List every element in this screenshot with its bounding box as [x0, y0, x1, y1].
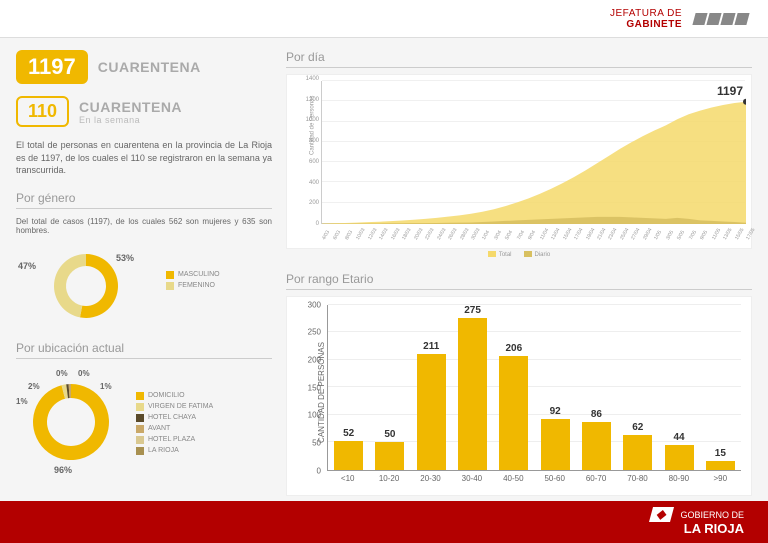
header: JEFATURA DEGABINETE [0, 0, 768, 38]
age-title: Por rango Etario [286, 272, 752, 290]
location-title: Por ubicación actual [16, 341, 272, 359]
header-title: JEFATURA DEGABINETE [610, 8, 682, 30]
right-column: Por día Cantidad de Personas020040060080… [286, 50, 752, 489]
gender-title: Por género [16, 191, 272, 209]
total-badge: 1197 [16, 50, 88, 84]
gender-text: Del total de casos (1197), de los cuales… [16, 217, 272, 235]
footer-text: ◆ GOBIERNO DELA RIOJA [651, 507, 744, 536]
total-label: CUARENTENA [98, 59, 201, 75]
summary-text: El total de personas en cuarentena en la… [16, 139, 272, 177]
week-badge: 110 [16, 96, 69, 127]
area-chart: Cantidad de Personas02004006008001000120… [286, 74, 752, 249]
bar-chart: CANTIDAD DE PERSONAS05010015020025030052… [286, 296, 752, 496]
area-legend: TotalDiario [286, 251, 752, 258]
left-column: 1197 CUARENTENA 110 CUARENTENA En la sem… [16, 50, 286, 489]
total-quarantine: 1197 CUARENTENA [16, 50, 272, 84]
week-label: CUARENTENA En la semana [79, 99, 182, 125]
week-quarantine: 110 CUARENTENA En la semana [16, 96, 272, 127]
content: 1197 CUARENTENA 110 CUARENTENA En la sem… [0, 38, 768, 501]
porday-title: Por día [286, 50, 752, 68]
gender-donut: 47%53%MASCULINOFEMENINO [16, 241, 272, 341]
footer: ◆ GOBIERNO DELA RIOJA [0, 501, 768, 543]
location-donut: 2%0%0%1%1%96%DOMICILIOVIRGEN DE FATIMAHO… [16, 367, 272, 487]
header-logo [694, 13, 748, 25]
